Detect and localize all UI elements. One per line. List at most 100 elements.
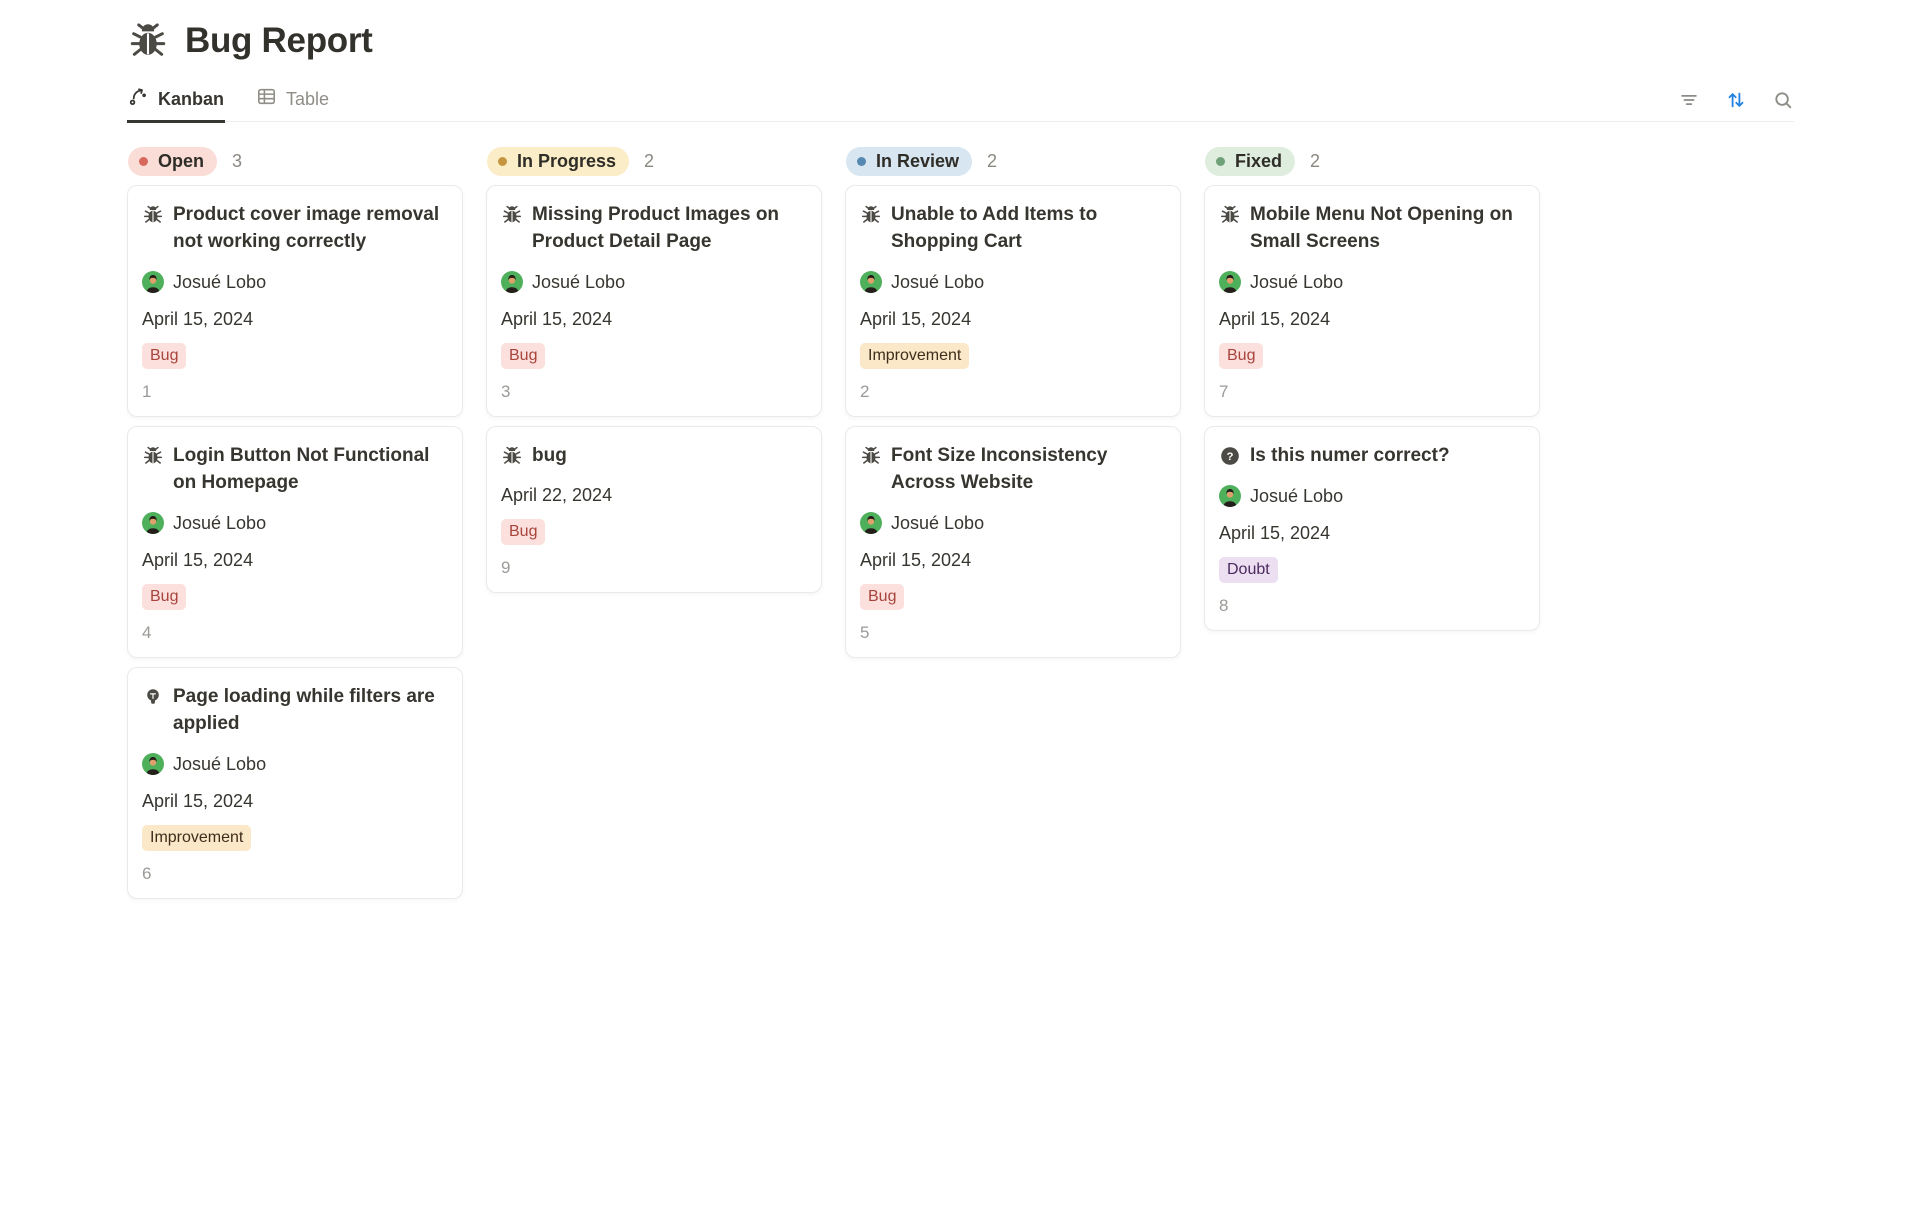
tab-kanban[interactable]: Kanban — [127, 78, 226, 123]
bug-icon[interactable] — [127, 20, 169, 62]
avatar — [860, 271, 882, 293]
card-title: Is this numer correct? — [1250, 445, 1450, 466]
status-label: In Progress — [517, 151, 617, 171]
status-dot-icon — [498, 157, 507, 166]
tag-bug: Bug — [142, 343, 187, 369]
bug-icon — [860, 445, 882, 467]
assignee-name: Josué Lobo — [1250, 485, 1344, 506]
card-title-row: Mobile Menu Not Opening on Small Screens — [1219, 201, 1524, 255]
card-title: Font Size Inconsistency Across Website — [891, 445, 1108, 493]
card-tags: Bug — [860, 584, 1165, 610]
card-title: Mobile Menu Not Opening on Small Screens — [1250, 204, 1513, 252]
column-header: In Progress 2 — [487, 147, 822, 176]
avatar — [860, 512, 882, 534]
bug-icon — [860, 204, 882, 226]
status-label: Fixed — [1235, 151, 1283, 171]
tag-bug: Bug — [1219, 343, 1264, 369]
card-tags: Improvement — [860, 343, 1165, 369]
svg-text:?: ? — [1227, 451, 1234, 463]
card-id-number: 7 — [1219, 382, 1229, 401]
status-pill-fixed[interactable]: Fixed — [1205, 147, 1296, 176]
search-icon[interactable] — [1772, 89, 1794, 111]
tag-bug: Bug — [860, 584, 905, 610]
avatar — [1219, 485, 1241, 507]
bug-icon — [142, 445, 164, 467]
column-count: 2 — [987, 151, 998, 171]
kanban-board: Open 3 Product cover image removal not wor… — [127, 147, 1920, 908]
card-title-row: ? Is this numer correct? — [1219, 442, 1524, 469]
card-id-number: 1 — [142, 382, 152, 401]
tag-bug: Bug — [501, 343, 546, 369]
view-toolbar — [1678, 78, 1794, 121]
card-title: Unable to Add Items to Shopping Cart — [891, 204, 1098, 252]
assignee-name: Josué Lobo — [532, 271, 626, 292]
card-date: April 15, 2024 — [142, 309, 254, 329]
bug-icon — [1219, 204, 1241, 226]
card-title-row: bug — [501, 442, 806, 469]
kanban-card[interactable]: Login Button Not Functional on Homepage J… — [127, 426, 463, 658]
kanban-card[interactable]: Unable to Add Items to Shopping Cart Josu… — [845, 185, 1181, 417]
kanban-icon — [128, 86, 149, 112]
card-date: April 15, 2024 — [501, 309, 613, 329]
kanban-card[interactable]: Page loading while filters are applied Jo… — [127, 667, 463, 899]
status-dot-icon — [1216, 157, 1225, 166]
card-assignee: Josué Lobo — [1219, 485, 1524, 507]
status-dot-icon — [139, 157, 148, 166]
status-label: Open — [158, 151, 205, 171]
card-date: April 15, 2024 — [142, 791, 254, 811]
card-assignee: Josué Lobo — [860, 271, 1165, 293]
tag-improvement: Improvement — [142, 825, 252, 851]
card-date: April 15, 2024 — [1219, 523, 1331, 543]
card-id-number: 9 — [501, 558, 511, 577]
question-icon: ? — [1219, 445, 1241, 467]
card-id-number: 6 — [142, 864, 152, 883]
card-tags: Bug — [501, 519, 806, 545]
status-pill-open[interactable]: Open — [128, 147, 218, 176]
card-assignee: Josué Lobo — [142, 271, 447, 293]
page-header: Bug Report — [127, 20, 1794, 62]
tab-table[interactable]: Table — [255, 78, 330, 123]
card-id-number: 2 — [860, 382, 870, 401]
view-tabs: Kanban Table — [127, 78, 330, 123]
column-header: Fixed 2 — [1205, 147, 1540, 176]
tab-table-label: Table — [286, 88, 330, 109]
assignee-name: Josué Lobo — [891, 271, 985, 292]
card-title: Login Button Not Functional on Homepage — [173, 445, 430, 493]
avatar — [1219, 271, 1241, 293]
filter-icon[interactable] — [1678, 89, 1700, 111]
card-tags: Doubt — [1219, 557, 1524, 583]
page-title: Bug Report — [185, 21, 373, 60]
card-title-row: Page loading while filters are applied — [142, 683, 447, 737]
kanban-card[interactable]: bug April 22, 2024 Bug 9 — [486, 426, 822, 593]
card-date: April 15, 2024 — [860, 550, 972, 570]
column-count: 3 — [232, 151, 243, 171]
column-header: In Review 2 — [846, 147, 1181, 176]
bug-icon — [501, 445, 523, 467]
status-pill-in-review[interactable]: In Review — [846, 147, 973, 176]
assignee-name: Josué Lobo — [173, 753, 267, 774]
board-column-in-progress: In Progress 2 Missing Product Images on Pr… — [486, 147, 822, 602]
assignee-name: Josué Lobo — [173, 512, 267, 533]
kanban-card[interactable]: Product cover image removal not working … — [127, 185, 463, 417]
kanban-card[interactable]: Missing Product Images on Product Detail… — [486, 185, 822, 417]
kanban-card[interactable]: Font Size Inconsistency Across Website Jo… — [845, 426, 1181, 658]
card-title-row: Missing Product Images on Product Detail… — [501, 201, 806, 255]
status-pill-in-progress[interactable]: In Progress — [487, 147, 630, 176]
kanban-card[interactable]: Mobile Menu Not Opening on Small Screens… — [1204, 185, 1540, 417]
card-date: April 15, 2024 — [1219, 309, 1331, 329]
assignee-name: Josué Lobo — [173, 271, 267, 292]
status-label: In Review — [876, 151, 960, 171]
board-column-in-review: In Review 2 Unable to Add Items to Shoppin… — [845, 147, 1181, 667]
card-date: April 15, 2024 — [142, 550, 254, 570]
sort-icon[interactable] — [1725, 89, 1747, 111]
card-tags: Improvement — [142, 825, 447, 851]
avatar — [142, 271, 164, 293]
avatar — [142, 753, 164, 775]
card-title-row: Product cover image removal not working … — [142, 201, 447, 255]
card-assignee: Josué Lobo — [142, 753, 447, 775]
card-assignee: Josué Lobo — [142, 512, 447, 534]
card-id-number: 3 — [501, 382, 511, 401]
kanban-card[interactable]: ? Is this numer correct? Josué Lobo April 1… — [1204, 426, 1540, 631]
avatar — [501, 271, 523, 293]
board-column-fixed: Fixed 2 Mobile Menu Not Opening on Small S… — [1204, 147, 1540, 640]
